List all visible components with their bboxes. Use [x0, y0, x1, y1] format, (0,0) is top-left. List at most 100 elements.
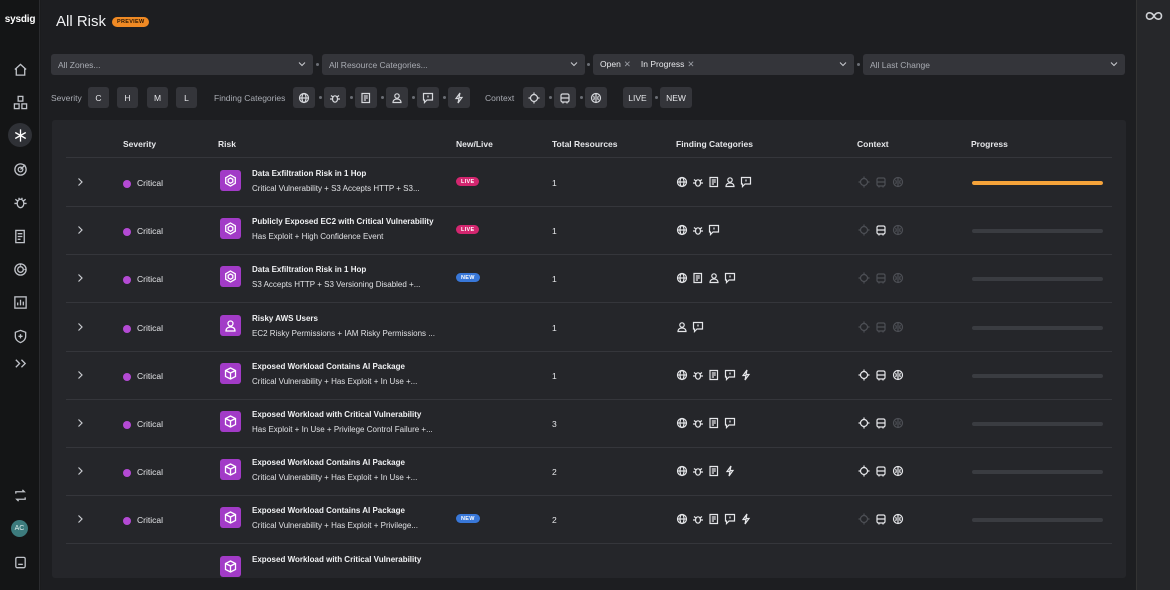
context-exposed-button[interactable]: [523, 87, 545, 108]
risk-type-icon: [220, 170, 241, 191]
risk-title[interactable]: Exposed Workload with Critical Vulnerabi…: [252, 410, 422, 419]
nav-compliance-icon[interactable]: [8, 224, 32, 248]
chevron-right-icon[interactable]: [76, 225, 84, 235]
risk-subtitle: Has Exploit + In Use + Privilege Control…: [252, 425, 433, 434]
resource-categories-filter[interactable]: All Resource Categories...: [322, 54, 585, 75]
risk-title[interactable]: Exposed Workload with Critical Vulnerabi…: [252, 554, 422, 564]
risk-title[interactable]: Data Exfiltration Risk in 1 Hop: [252, 169, 367, 178]
status-chip-in-progress[interactable]: In Progress ✕: [640, 59, 695, 69]
column-header-severity[interactable]: Severity: [123, 139, 157, 149]
chevron-right-icon[interactable]: [76, 322, 84, 332]
risk-title[interactable]: Publicly Exposed EC2 with Critical Vulne…: [252, 217, 434, 227]
nav-reports-icon[interactable]: [8, 290, 32, 314]
status-filter[interactable]: Open ✕ In Progress ✕: [593, 54, 854, 75]
severity-dot: [123, 180, 131, 188]
zones-filter[interactable]: All Zones...: [51, 54, 313, 75]
risk-type-icon: [220, 266, 241, 288]
risk-title[interactable]: Data Exfiltration Risk in 1 Hop: [252, 265, 367, 275]
filter-identity-button[interactable]: [386, 87, 408, 108]
table-row[interactable]: Critical Risky AWS Users EC2 Risky Permiss…: [52, 303, 1126, 351]
context-icons: [858, 369, 904, 381]
column-header-new-live[interactable]: New/Live: [456, 139, 493, 149]
chevron-down-icon: [1110, 62, 1118, 67]
column-header-risk[interactable]: Risk: [218, 139, 236, 149]
column-header-context[interactable]: Context: [857, 139, 889, 149]
nav-threats-icon[interactable]: [8, 257, 32, 281]
message-alert-icon: [708, 225, 720, 237]
remove-chip-icon[interactable]: ✕: [623, 59, 631, 69]
risk-type-icon: [220, 411, 241, 432]
nav-risk-icon[interactable]: [8, 123, 32, 147]
severity-critical-button[interactable]: C: [88, 87, 109, 108]
risk-title[interactable]: Risky AWS Users: [252, 313, 318, 323]
table-row[interactable]: Critical Exposed Workload Contains AI Pac…: [52, 447, 1126, 495]
expand-sidebar-icon[interactable]: [8, 351, 32, 375]
total-resources: 1: [552, 322, 557, 333]
risk-type-icon: [220, 459, 241, 481]
chevron-right-icon[interactable]: [76, 418, 84, 428]
chevron-right-icon[interactable]: [76, 273, 84, 283]
bolt-icon: [741, 369, 751, 381]
column-header-progress[interactable]: Progress: [971, 139, 1008, 149]
nav-inventory-icon[interactable]: [8, 90, 32, 114]
column-header-total-resources[interactable]: Total Resources: [552, 139, 618, 149]
finding-categories: [676, 369, 752, 381]
user-avatar[interactable]: AC: [11, 520, 28, 537]
last-change-filter[interactable]: All Last Change: [863, 54, 1125, 75]
table-row[interactable]: Critical Exposed Workload with Critical V…: [52, 399, 1126, 447]
finding-categories: [676, 417, 736, 429]
chevron-right-icon[interactable]: [76, 466, 84, 476]
severity-high-button[interactable]: H: [117, 87, 138, 108]
crosshair-icon: [858, 224, 870, 236]
context-ai-button[interactable]: [585, 87, 607, 108]
severity-medium-button[interactable]: M: [147, 87, 168, 108]
context-icons: [858, 513, 904, 525]
filter-posture-button[interactable]: [355, 87, 377, 108]
risk-title[interactable]: Exposed Workload Contains AI Package: [252, 361, 405, 371]
table-row[interactable]: Exposed Workload with Critical Vulnerabi…: [52, 544, 1126, 578]
nav-integrations-icon[interactable]: [8, 483, 32, 507]
total-resources: 3: [552, 419, 557, 429]
chevron-right-icon[interactable]: [76, 370, 84, 380]
status-chip-open[interactable]: Open ✕: [600, 59, 631, 69]
severity-dot: [123, 469, 131, 478]
new-filter-button[interactable]: NEW: [660, 87, 692, 108]
remove-chip-icon[interactable]: ✕: [687, 59, 695, 69]
context-icons: [858, 176, 904, 188]
nav-posture-icon[interactable]: [8, 157, 32, 181]
nav-policies-icon[interactable]: [8, 324, 32, 348]
risk-title[interactable]: Exposed Workload Contains AI Package: [252, 506, 405, 516]
filter-vulnerability-button[interactable]: [324, 87, 346, 108]
filter-exposure-button[interactable]: [293, 87, 315, 108]
context-label: Context: [485, 93, 515, 103]
total-resources: 1: [552, 274, 557, 285]
bug-icon: [693, 179, 703, 187]
crosshair-icon: [858, 176, 870, 188]
nav-vulnerabilities-icon[interactable]: [8, 190, 32, 214]
live-filter-button[interactable]: LIVE: [623, 87, 652, 108]
column-header-finding-categories[interactable]: Finding Categories: [676, 139, 753, 149]
nav-help-icon[interactable]: [8, 550, 32, 574]
total-resources: 2: [552, 515, 557, 526]
chevron-right-icon[interactable]: [76, 177, 84, 187]
table-row[interactable]: Critical Data Exfiltration Risk in 1 Hop C…: [52, 158, 1126, 206]
cube-icon: [224, 415, 237, 428]
package-icon: [560, 92, 570, 103]
bug-icon: [693, 420, 703, 428]
risk-title[interactable]: Exposed Workload Contains AI Package: [252, 458, 405, 468]
risk-type-icon: [220, 362, 241, 384]
filter-event-button[interactable]: [417, 87, 439, 108]
infinity-icon[interactable]: [1144, 8, 1164, 24]
severity-low-button[interactable]: L: [176, 87, 197, 108]
table-row[interactable]: Critical Data Exfiltration Risk in 1 Hop S…: [52, 254, 1126, 302]
nav-home-icon[interactable]: [8, 57, 32, 81]
crosshair-icon: [858, 417, 870, 429]
chevron-right-icon[interactable]: [76, 514, 84, 524]
table-row[interactable]: Critical Publicly Exposed EC2 with Critic…: [52, 206, 1126, 254]
total-resources: 1: [552, 226, 557, 237]
table-row[interactable]: Critical Exposed Workload Contains AI Pac…: [52, 495, 1126, 543]
table-row[interactable]: Critical Exposed Workload Contains AI Pac…: [52, 351, 1126, 399]
finding-categories: [676, 272, 736, 285]
filter-exploit-button[interactable]: [448, 87, 470, 108]
context-in-use-button[interactable]: [554, 87, 576, 108]
